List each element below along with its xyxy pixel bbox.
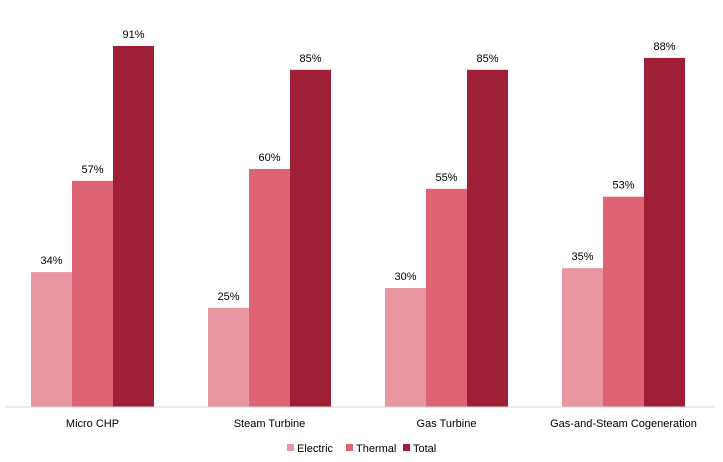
bar-total-3 [467, 69, 508, 408]
legend-label-total: Total [413, 443, 436, 455]
legend-label-electric: Electric [297, 443, 334, 455]
bar-thermal-1 [72, 180, 113, 407]
legend-swatch-thermal [346, 444, 353, 451]
data-label-total-4: 88% [653, 41, 675, 53]
data-label-electric-3: 30% [394, 271, 416, 283]
category-label-1: Micro CHP [66, 418, 119, 430]
bar-electric-4 [562, 268, 603, 407]
bar-total-1 [113, 46, 154, 407]
bar-electric-2 [208, 307, 249, 407]
data-label-thermal-1: 57% [81, 164, 103, 176]
bar-electric-1 [31, 272, 72, 407]
data-label-total-2: 85% [299, 53, 321, 65]
legend-label-thermal: Thermal [356, 443, 396, 455]
category-label-2: Steam Turbine [234, 418, 306, 430]
data-label-thermal-4: 53% [612, 180, 634, 192]
data-labels-group: 34% 57% 91% 25% 60% 85% 30% 55% 85% 35% 53% 88% [40, 29, 675, 303]
data-label-total-3: 85% [476, 53, 498, 65]
legend-swatch-electric [287, 444, 294, 451]
bar-electric-3 [385, 287, 426, 407]
legend: Electric Thermal Total [287, 443, 436, 455]
bar-total-4 [644, 57, 685, 408]
bar-thermal-2 [249, 168, 290, 407]
data-label-electric-2: 25% [217, 291, 239, 303]
data-label-electric-1: 34% [40, 255, 62, 267]
data-label-electric-4: 35% [571, 251, 593, 263]
bar-thermal-4 [603, 196, 644, 407]
category-labels-group: Micro CHP Steam Turbine Gas Turbine Gas-and… [66, 418, 697, 430]
data-label-thermal-3: 55% [435, 172, 457, 184]
category-label-4: Gas-and-Steam Cogeneration [550, 418, 697, 430]
bar-total-2 [290, 69, 331, 408]
bar-thermal-3 [426, 188, 467, 407]
category-label-3: Gas Turbine [417, 418, 477, 430]
data-label-total-1: 91% [122, 29, 144, 41]
data-label-thermal-2: 60% [258, 152, 280, 164]
bars-group [31, 46, 685, 408]
legend-swatch-total [403, 444, 410, 451]
